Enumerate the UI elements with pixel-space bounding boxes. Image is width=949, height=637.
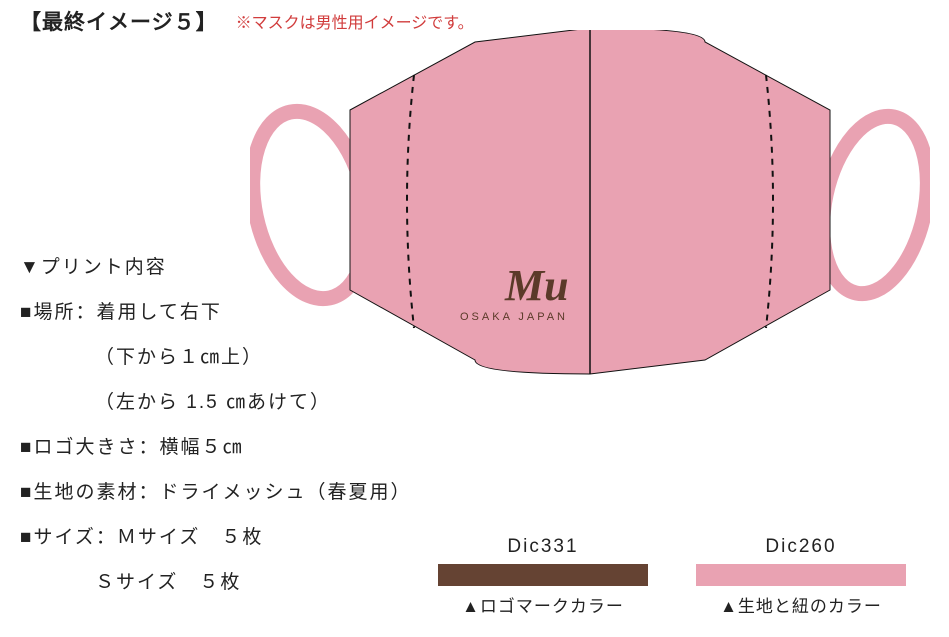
swatch-label: ▲ロゴマークカラー xyxy=(438,592,648,617)
swatch-code: Dic260 xyxy=(696,536,906,558)
spec-line: ■場所：着用して右下 xyxy=(20,297,440,324)
spec-line: （下から１㎝上） xyxy=(20,342,440,369)
spec-line: Ｓサイズ ５枚 xyxy=(20,567,440,594)
swatch-code: Dic331 xyxy=(438,536,648,558)
spec-heading: ▼プリント内容 xyxy=(20,252,440,279)
spec-list: ▼プリント内容 ■場所：着用して右下 （下から１㎝上） （左から 1.5 ㎝あけて）… xyxy=(20,252,440,612)
spec-line: ■サイズ：Ｍサイズ ５枚 xyxy=(20,522,440,549)
swatch-row: Dic331 ▲ロゴマークカラー Dic260 ▲生地と紐のカラー xyxy=(438,536,906,617)
svg-text:Mu: Mu xyxy=(504,261,569,310)
swatch-label: ▲生地と紐のカラー xyxy=(696,592,906,617)
swatch-bar xyxy=(696,564,906,586)
page-title: 【最終イメージ５】 xyxy=(20,6,218,36)
swatch-bar xyxy=(438,564,648,586)
spec-line: （左から 1.5 ㎝あけて） xyxy=(20,387,440,414)
spec-line: ■生地の素材：ドライメッシュ（春夏用） xyxy=(20,477,440,504)
spec-line: ■ロゴ大きさ：横幅５㎝ xyxy=(20,432,440,459)
svg-text:OSAKA JAPAN: OSAKA JAPAN xyxy=(460,311,568,323)
swatch-fabric-color: Dic260 ▲生地と紐のカラー xyxy=(696,536,906,617)
swatch-logo-color: Dic331 ▲ロゴマークカラー xyxy=(438,536,648,617)
